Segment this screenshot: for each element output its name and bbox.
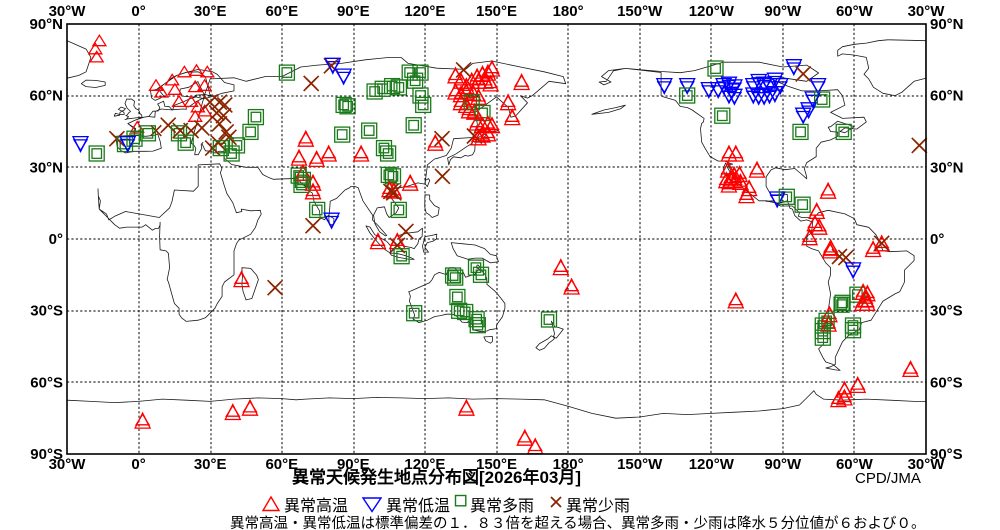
svg-text:30°N: 30°N [29,159,63,176]
svg-text:異常少雨: 異常少雨 [566,497,630,515]
svg-text:120°E: 120°E [404,3,445,20]
svg-text:60°W: 60°W [836,3,874,20]
svg-text:異常高温・異常低温は標準偏差の１．８３倍を超える場合、異常多: 異常高温・異常低温は標準偏差の１．８３倍を超える場合、異常多雨・少雨は降水５分位… [230,515,926,530]
svg-text:30°N: 30°N [930,159,964,176]
svg-text:CPD/JMA: CPD/JMA [855,470,921,487]
svg-text:120°W: 120°W [689,3,735,20]
svg-text:異常低温: 異常低温 [386,497,450,515]
svg-text:150°E: 150°E [476,3,517,20]
svg-text:30°E: 30°E [194,3,227,20]
svg-text:120°W: 120°W [689,456,735,473]
svg-text:90°E: 90°E [337,3,370,20]
svg-text:0°: 0° [930,231,944,248]
svg-text:異常多雨: 異常多雨 [470,497,534,515]
svg-text:90°N: 90°N [930,16,964,33]
svg-text:異常高温: 異常高温 [284,497,348,515]
svg-text:150°W: 150°W [617,456,663,473]
svg-text:0°: 0° [131,3,145,20]
svg-text:60°N: 60°N [29,88,63,105]
svg-text:90°W: 90°W [764,456,802,473]
svg-text:90°S: 90°S [30,446,63,463]
svg-text:150°W: 150°W [617,3,663,20]
svg-text:90°S: 90°S [930,446,963,463]
svg-text:0°: 0° [49,231,63,248]
svg-text:60°S: 60°S [930,374,963,391]
svg-text:30°E: 30°E [194,456,227,473]
svg-text:60°S: 60°S [30,374,63,391]
svg-text:30°S: 30°S [30,303,63,320]
svg-text:30°S: 30°S [930,303,963,320]
svg-text:180°: 180° [553,3,584,20]
svg-text:90°W: 90°W [764,3,802,20]
svg-text:60°N: 60°N [930,88,964,105]
svg-text:異常天候発生地点分布図[2026年03月]: 異常天候発生地点分布図[2026年03月] [292,467,581,487]
svg-text:90°N: 90°N [29,16,63,33]
svg-text:60°E: 60°E [265,3,298,20]
svg-text:0°: 0° [131,456,145,473]
